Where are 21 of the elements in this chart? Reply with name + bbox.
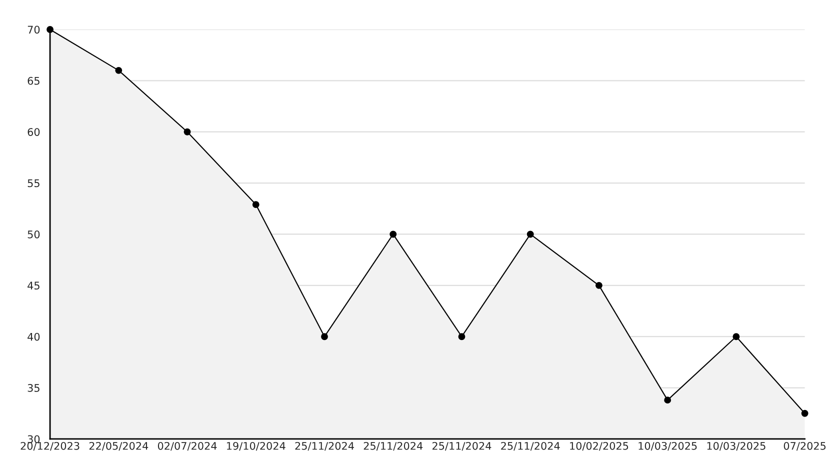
x-tick-label: 10/03/2025 [638, 442, 697, 451]
x-tick-label: 10/03/2025 [707, 442, 766, 451]
y-tick-label: 65 [28, 76, 40, 85]
x-tick-label: 25/11/2024 [295, 442, 354, 451]
x-tick-label: 25/11/2024 [432, 442, 492, 451]
y-tick-label: 40 [28, 332, 40, 341]
y-tick-label: 70 [28, 26, 40, 34]
y-tick-label: 55 [28, 179, 40, 188]
y-tick-label: 35 [28, 384, 40, 392]
x-tick-label: 25/11/2024 [501, 442, 560, 451]
x-tick-label: 20/12/2023 [20, 442, 80, 451]
x-tick-label: 19/10/2024 [227, 442, 286, 451]
x-tick-label: 02/07/2024 [158, 442, 217, 451]
y-tick-label: 30 [28, 435, 40, 444]
x-tick-label: 25/11/2024 [364, 442, 423, 451]
x-tick-label: 07/2025 [784, 442, 826, 451]
y-tick-label: 50 [28, 230, 40, 238]
y-tick-label: 60 [28, 128, 40, 136]
x-tick-label: 10/02/2025 [570, 442, 628, 451]
y-tick-label: 45 [28, 282, 40, 290]
x-tick-label: 22/05/2024 [89, 442, 148, 451]
